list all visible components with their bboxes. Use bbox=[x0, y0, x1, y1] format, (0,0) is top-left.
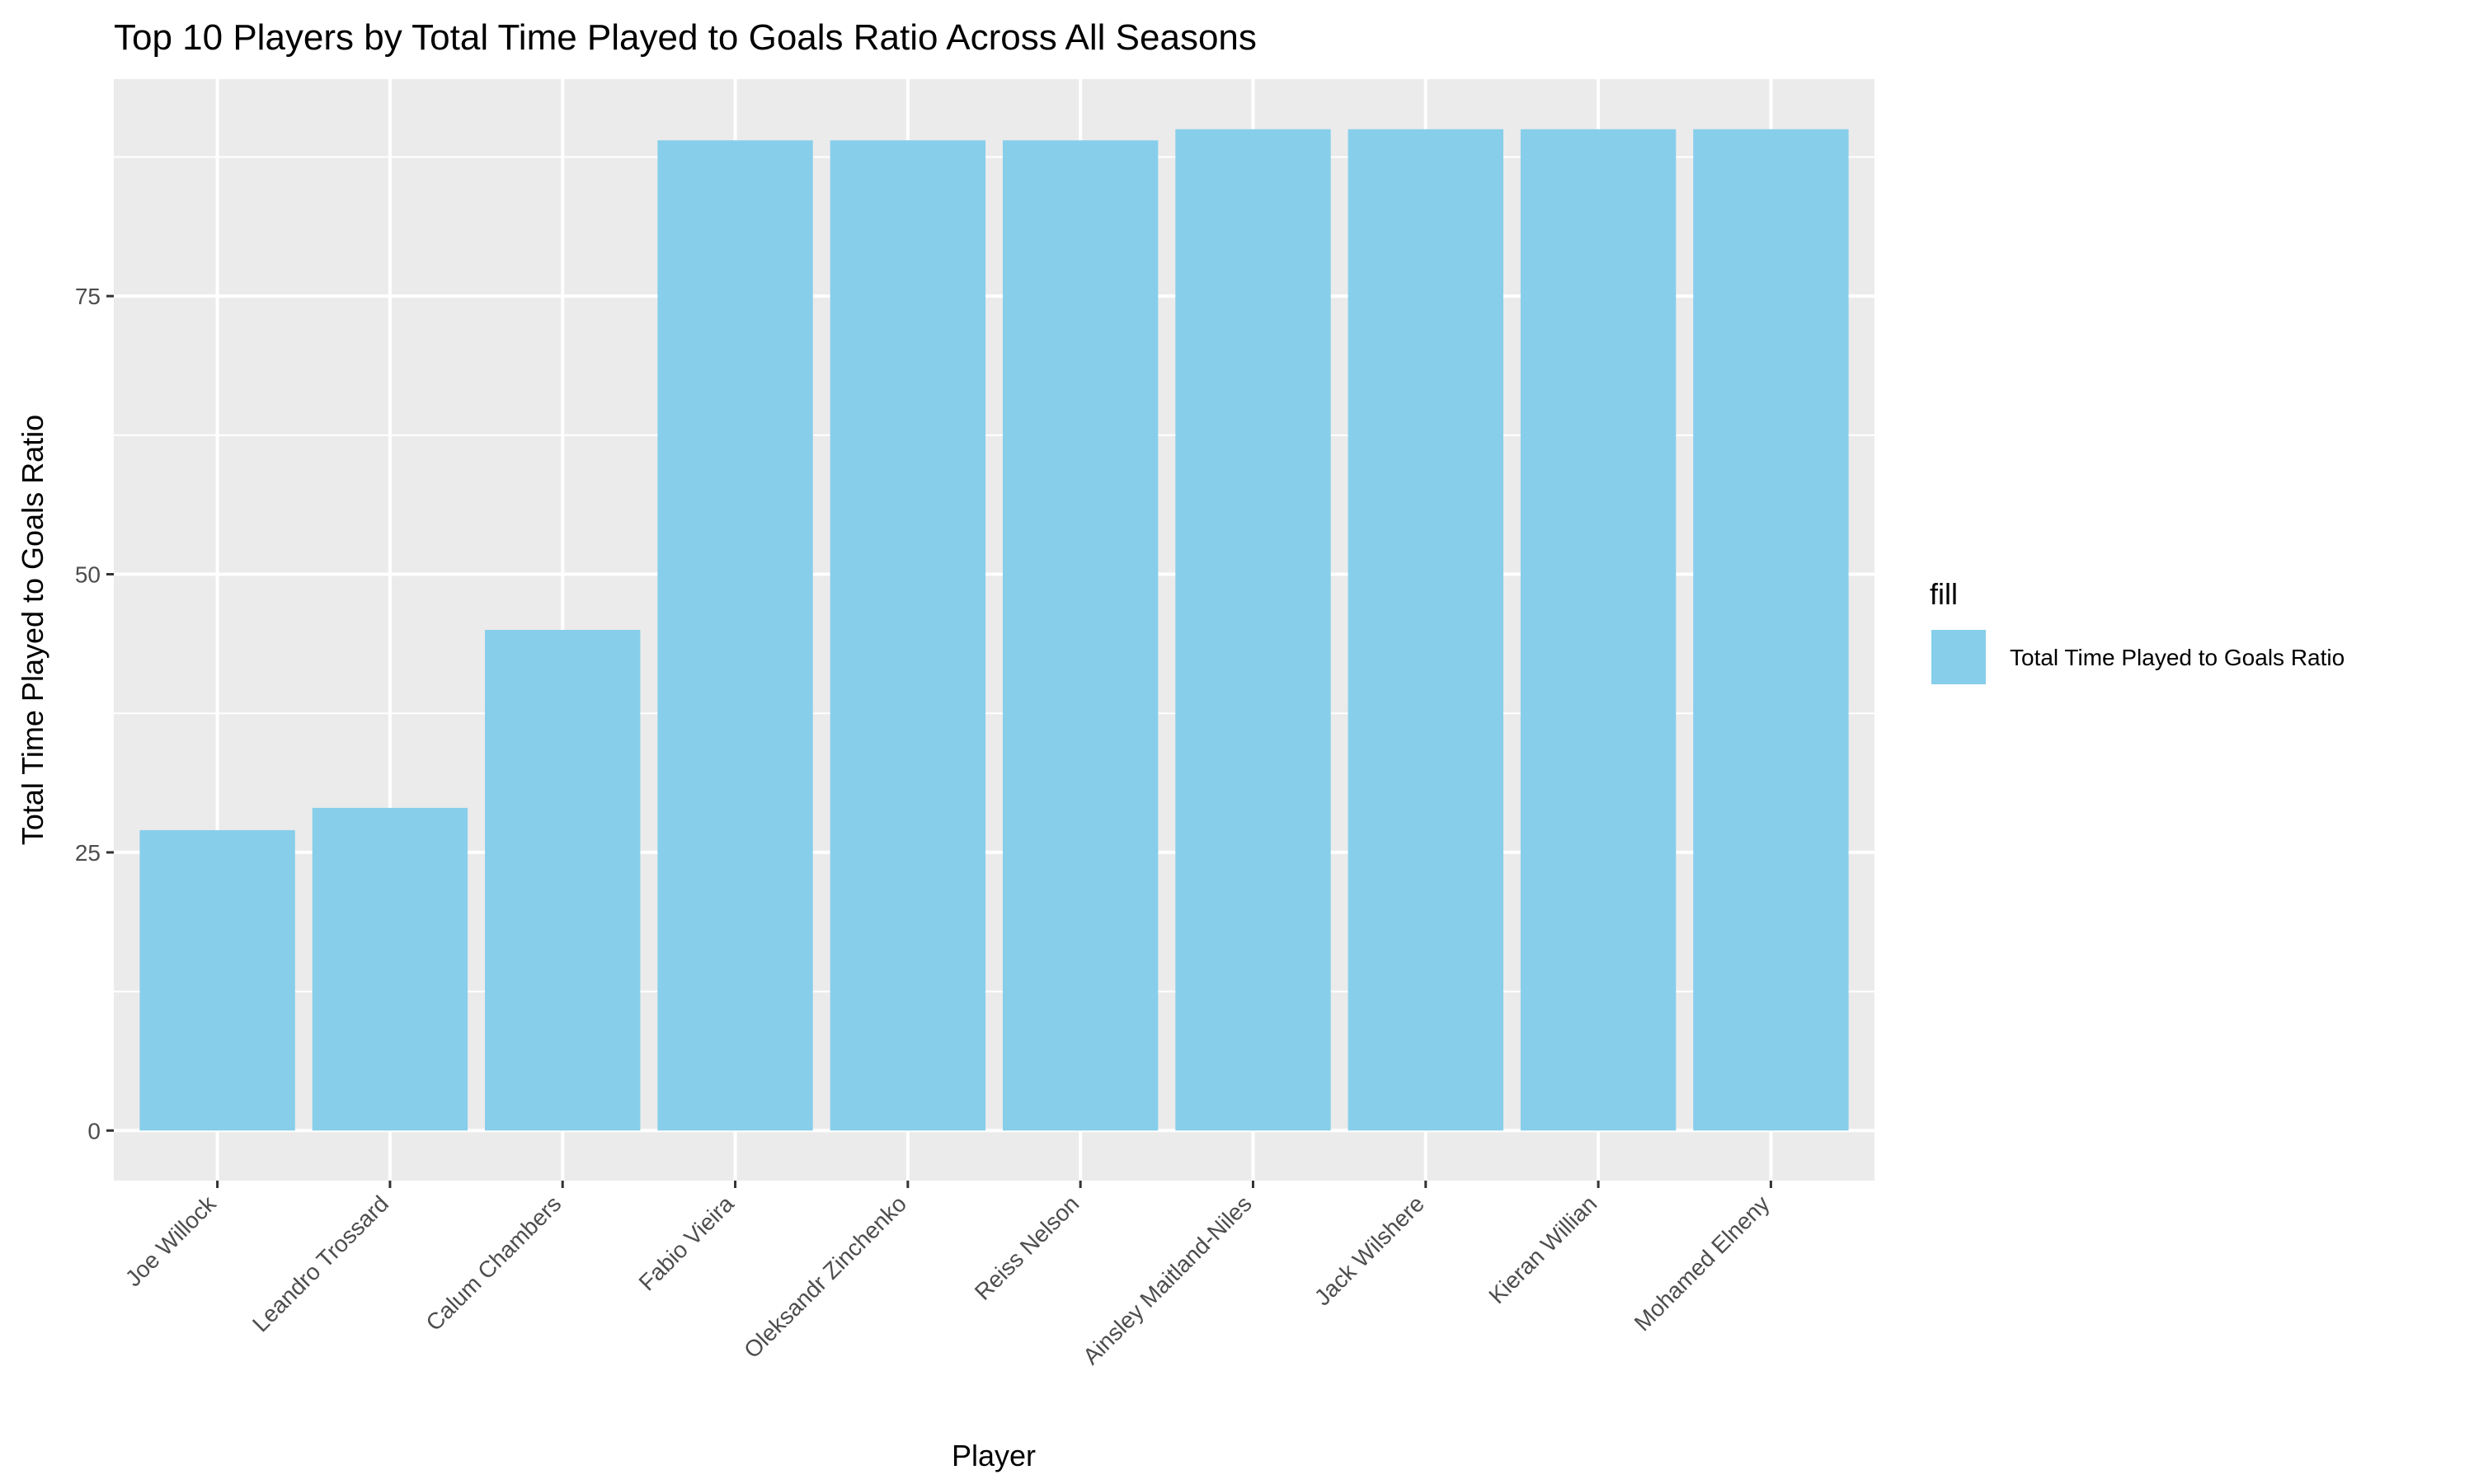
legend-label: Total Time Played to Goals Ratio bbox=[2010, 645, 2345, 670]
chart-title: Top 10 Players by Total Time Played to G… bbox=[114, 17, 1257, 58]
bar bbox=[485, 630, 641, 1131]
x-axis-title: Player bbox=[952, 1439, 1036, 1472]
bar bbox=[312, 807, 468, 1131]
bar bbox=[139, 829, 295, 1131]
bars bbox=[139, 129, 1849, 1131]
y-tick-label: 0 bbox=[87, 1118, 101, 1144]
legend-key bbox=[1931, 630, 1986, 684]
x-tick-label: Calum Chambers bbox=[421, 1190, 566, 1336]
bar bbox=[830, 140, 986, 1131]
bar bbox=[657, 140, 813, 1131]
x-tick-label: Joe Willock bbox=[120, 1190, 222, 1292]
x-tick-label: Reiss Nelson bbox=[970, 1190, 1084, 1305]
bar bbox=[1348, 129, 1503, 1131]
x-tick-label: Ainsley Maitland-Niles bbox=[1078, 1190, 1257, 1369]
y-tick-label: 25 bbox=[75, 840, 101, 866]
y-axis: 0 25 50 75 bbox=[75, 284, 114, 1144]
bar bbox=[1520, 129, 1677, 1131]
x-tick-label: Oleksandr Zinchenko bbox=[739, 1190, 911, 1363]
y-tick-label: 50 bbox=[75, 562, 101, 588]
bar bbox=[1693, 129, 1849, 1131]
legend-title: fill bbox=[1930, 577, 1958, 611]
bar bbox=[1002, 140, 1159, 1131]
y-axis-title: Total Time Played to Goals Ratio bbox=[16, 415, 49, 845]
x-tick-label: Fabio Vieira bbox=[634, 1190, 740, 1296]
x-tick-label: Mohamed Elneny bbox=[1630, 1190, 1775, 1336]
x-tick-label: Jack Wilshere bbox=[1310, 1190, 1429, 1310]
bar bbox=[1175, 129, 1331, 1131]
x-axis: Joe Willock Leandro Trossard Calum Chamber… bbox=[120, 1181, 1775, 1369]
y-tick-label: 75 bbox=[75, 284, 101, 309]
legend: fill Total Time Played to Goals Ratio bbox=[1930, 577, 2345, 684]
x-tick-label: Leandro Trossard bbox=[247, 1190, 393, 1336]
x-tick-label: Kieran Willian bbox=[1484, 1190, 1602, 1308]
